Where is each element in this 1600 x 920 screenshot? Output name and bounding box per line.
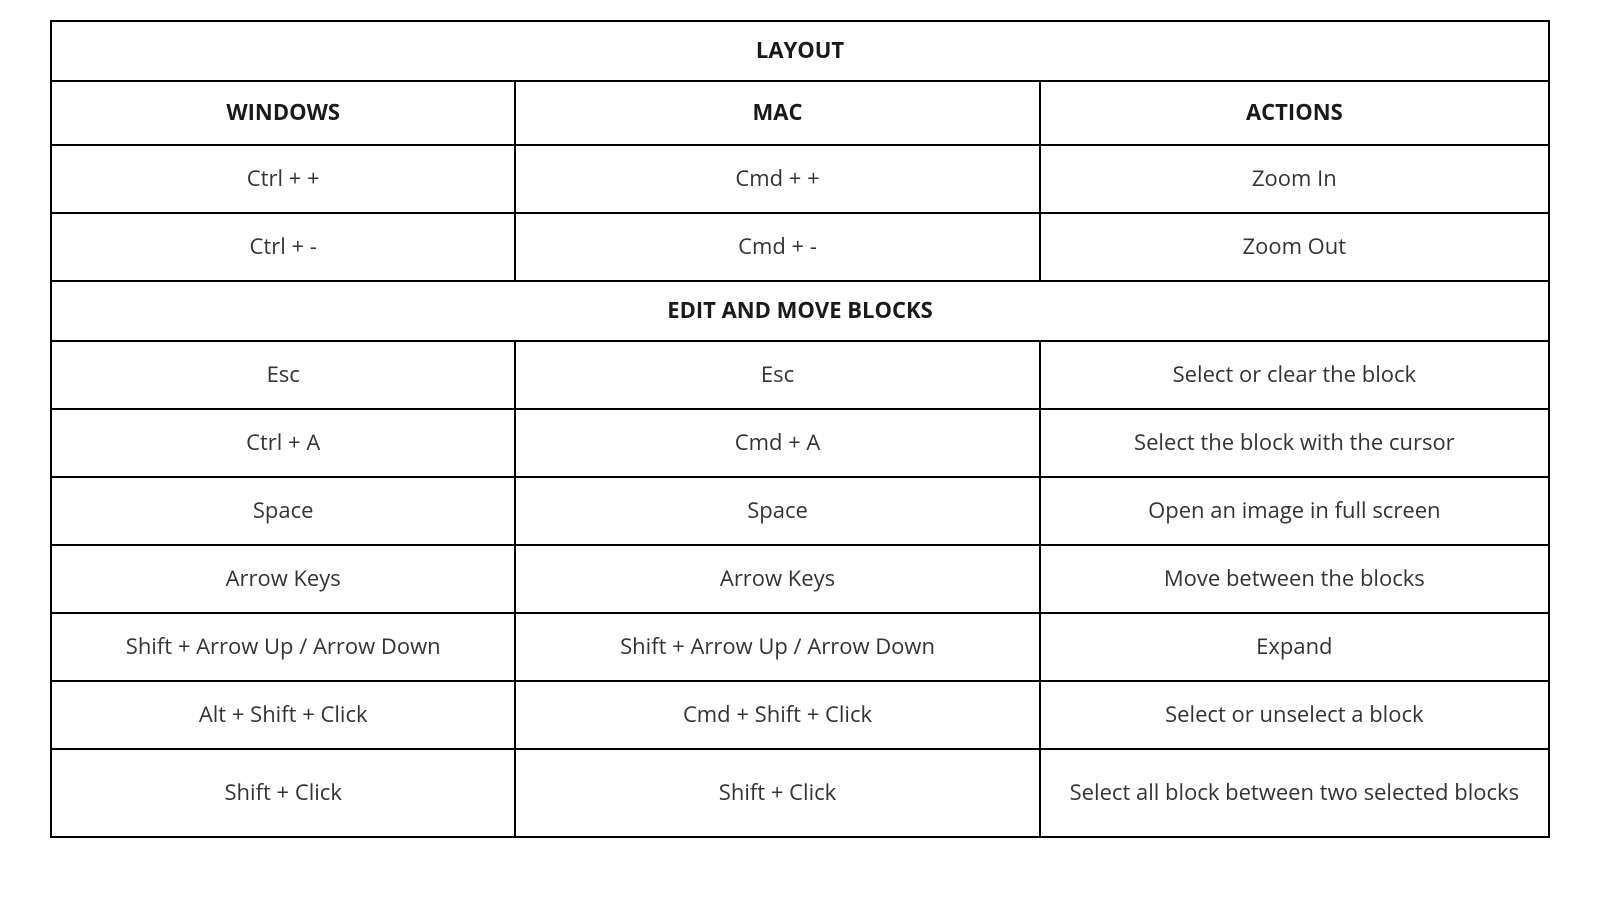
column-header-mac: MAC bbox=[515, 81, 1039, 145]
cell-windows: Esc bbox=[51, 341, 515, 409]
cell-action: Select the block with the cursor bbox=[1040, 409, 1549, 477]
column-header-actions: ACTIONS bbox=[1040, 81, 1549, 145]
shortcuts-table-container: LAYOUT WINDOWS MAC ACTIONS Ctrl + + Cmd … bbox=[50, 20, 1550, 838]
table-row: Shift + Arrow Up / Arrow Down Shift + Ar… bbox=[51, 613, 1549, 681]
cell-mac: Cmd + Shift + Click bbox=[515, 681, 1039, 749]
table-row: Esc Esc Select or clear the block bbox=[51, 341, 1549, 409]
section-title-edit-move-blocks: EDIT AND MOVE BLOCKS bbox=[51, 281, 1549, 341]
cell-action: Select all block between two selected bl… bbox=[1040, 749, 1549, 837]
cell-windows: Ctrl + A bbox=[51, 409, 515, 477]
table-row: Ctrl + - Cmd + - Zoom Out bbox=[51, 213, 1549, 281]
cell-mac: Arrow Keys bbox=[515, 545, 1039, 613]
section-title-layout: LAYOUT bbox=[51, 21, 1549, 81]
cell-mac: Space bbox=[515, 477, 1039, 545]
cell-windows: Space bbox=[51, 477, 515, 545]
table-row: Arrow Keys Arrow Keys Move between the b… bbox=[51, 545, 1549, 613]
cell-action: Expand bbox=[1040, 613, 1549, 681]
table-row: Shift + Click Shift + Click Select all b… bbox=[51, 749, 1549, 837]
cell-mac: Esc bbox=[515, 341, 1039, 409]
cell-mac: Cmd + - bbox=[515, 213, 1039, 281]
column-header-windows: WINDOWS bbox=[51, 81, 515, 145]
cell-action: Select or clear the block bbox=[1040, 341, 1549, 409]
table-row: Space Space Open an image in full screen bbox=[51, 477, 1549, 545]
table-row: Alt + Shift + Click Cmd + Shift + Click … bbox=[51, 681, 1549, 749]
cell-mac: Shift + Click bbox=[515, 749, 1039, 837]
cell-windows: Shift + Click bbox=[51, 749, 515, 837]
cell-windows: Ctrl + - bbox=[51, 213, 515, 281]
cell-windows: Arrow Keys bbox=[51, 545, 515, 613]
cell-action: Zoom In bbox=[1040, 145, 1549, 213]
cell-action: Move between the blocks bbox=[1040, 545, 1549, 613]
cell-windows: Shift + Arrow Up / Arrow Down bbox=[51, 613, 515, 681]
cell-windows: Ctrl + + bbox=[51, 145, 515, 213]
cell-mac: Cmd + + bbox=[515, 145, 1039, 213]
cell-action: Zoom Out bbox=[1040, 213, 1549, 281]
cell-mac: Cmd + A bbox=[515, 409, 1039, 477]
table-row: Ctrl + + Cmd + + Zoom In bbox=[51, 145, 1549, 213]
cell-windows: Alt + Shift + Click bbox=[51, 681, 515, 749]
shortcuts-table: LAYOUT WINDOWS MAC ACTIONS Ctrl + + Cmd … bbox=[50, 20, 1550, 838]
table-row: Ctrl + A Cmd + A Select the block with t… bbox=[51, 409, 1549, 477]
cell-action: Open an image in full screen bbox=[1040, 477, 1549, 545]
cell-mac: Shift + Arrow Up / Arrow Down bbox=[515, 613, 1039, 681]
cell-action: Select or unselect a block bbox=[1040, 681, 1549, 749]
